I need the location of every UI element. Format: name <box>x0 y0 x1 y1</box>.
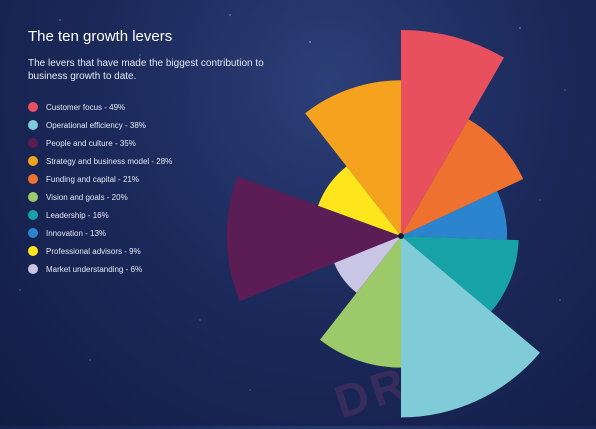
legend-label: People and culture - 35% <box>46 138 136 148</box>
rose-segment-professional-advisors <box>318 166 401 236</box>
rose-segment-operational-efficiency <box>401 236 540 418</box>
legend-item: Customer focus - 49% <box>28 98 172 116</box>
legend-label: Customer focus - 49% <box>46 102 126 112</box>
legend-label: Innovation - 13% <box>46 228 107 238</box>
rose-segment-funding-and-capital <box>401 119 524 236</box>
legend-swatch-icon <box>28 120 38 130</box>
legend-swatch-icon <box>28 228 38 238</box>
legend-swatch-icon <box>28 138 38 148</box>
legend-label: Vision and goals - 20% <box>46 192 128 202</box>
rose-segment-leadership <box>401 236 519 312</box>
legend-item: Innovation - 13% <box>28 224 172 242</box>
legend-item: Market understanding - 6% <box>28 260 172 278</box>
legend-label: Leadership - 16% <box>46 210 109 220</box>
chart-subtitle: The levers that have made the biggest co… <box>28 58 264 82</box>
rose-segment-strategy-and-business-model <box>305 80 401 236</box>
legend-item: Leadership - 16% <box>28 206 172 224</box>
rose-segment-vision-and-goals <box>319 236 401 368</box>
legend-item: People and culture - 35% <box>28 134 172 152</box>
rose-segment-market-understanding <box>334 236 401 293</box>
legend-swatch-icon <box>28 102 38 112</box>
legend-swatch-icon <box>28 264 38 274</box>
chart-legend: Customer focus - 49% Operational efficien… <box>28 98 172 278</box>
legend-item: Vision and goals - 20% <box>28 188 172 206</box>
legend-item: Operational efficiency - 38% <box>28 116 172 134</box>
legend-label: Market understanding - 6% <box>46 264 143 274</box>
rose-segment-innovation <box>401 191 508 240</box>
rose-segment-people-and-culture <box>226 176 401 302</box>
chart-title: The ten growth levers <box>28 28 173 45</box>
legend-label: Funding and capital - 21% <box>46 174 139 184</box>
rose-segment-customer-focus <box>401 30 504 236</box>
legend-item: Strategy and business model - 28% <box>28 152 172 170</box>
chart-center-point <box>398 233 404 239</box>
legend-label: Operational efficiency - 38% <box>46 120 146 130</box>
legend-item: Professional advisors - 9% <box>28 242 172 260</box>
legend-swatch-icon <box>28 192 38 202</box>
legend-item: Funding and capital - 21% <box>28 170 172 188</box>
legend-swatch-icon <box>28 246 38 256</box>
legend-swatch-icon <box>28 174 38 184</box>
legend-label: Strategy and business model - 28% <box>46 156 173 166</box>
legend-label: Professional advisors - 9% <box>46 246 141 256</box>
legend-swatch-icon <box>28 156 38 166</box>
legend-swatch-icon <box>28 210 38 220</box>
